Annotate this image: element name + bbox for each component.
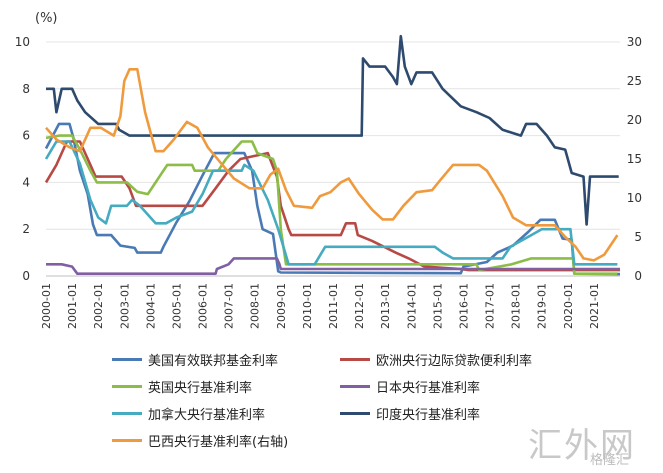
x-tick-label: 2021-01 <box>588 283 601 329</box>
left-tick-label: 10 <box>15 35 30 49</box>
legend-label: 日本央行基准利率 <box>376 381 481 396</box>
legend-item: 印度央行基准利率 <box>340 404 480 423</box>
axes: 0 2 4 6 8 10 0 5 10 15 20 25 30 2000-01 2001-01 2002-01… <box>15 35 642 329</box>
right-tick-label: 15 <box>627 152 642 166</box>
grid-lines <box>46 41 620 277</box>
legend-item: 日本央行基准利率 <box>340 377 480 396</box>
legend-label: 加拿大央行基准利率 <box>148 408 266 423</box>
x-tick-label: 2008-01 <box>249 283 262 329</box>
right-tick-label: 20 <box>627 113 642 127</box>
legend-swatch <box>112 358 142 361</box>
series-layer <box>44 34 621 276</box>
x-tick-label: 2010-01 <box>301 283 314 329</box>
unit-label: (%) <box>35 11 58 26</box>
series-line-2 <box>44 140 620 272</box>
x-tick-label: 2016-01 <box>457 283 470 329</box>
x-tick-label: 2004-01 <box>144 283 157 329</box>
legend-label: 英国央行基准利率 <box>148 381 253 396</box>
x-tick-label: 2005-01 <box>170 283 183 329</box>
left-tick-label: 4 <box>22 175 30 189</box>
x-tick-label: 2001-01 <box>66 283 79 329</box>
right-tick-label: 5 <box>634 230 642 244</box>
right-tick-label: 0 <box>634 269 642 283</box>
x-tick-label: 2000-01 <box>40 283 53 329</box>
series-line-4 <box>46 257 620 275</box>
series-line-6 <box>46 34 619 226</box>
left-tick-label: 8 <box>22 82 30 96</box>
left-tick-label: 0 <box>22 269 30 283</box>
right-tick-label: 10 <box>627 191 642 205</box>
x-tick-label: 2012-01 <box>353 283 366 329</box>
legend-item: 欧洲央行边际贷款便利利率 <box>340 350 532 369</box>
series-line-7 <box>45 68 619 262</box>
right-tick-label: 30 <box>627 35 642 49</box>
x-tick-label: 2014-01 <box>405 283 418 329</box>
left-tick-label: 2 <box>22 222 30 236</box>
x-tick-label: 2011-01 <box>327 283 340 329</box>
right-tick-label: 25 <box>627 74 642 88</box>
x-tick-label: 2002-01 <box>92 283 105 329</box>
legend-label: 巴西央行基准利率(右轴) <box>148 435 289 450</box>
x-tick-label: 2009-01 <box>275 283 288 329</box>
legend-label: 欧洲央行边际贷款便利利率 <box>376 354 533 369</box>
series-line-5 <box>44 140 618 266</box>
x-tick-label: 2017-01 <box>484 283 497 329</box>
legend-swatch <box>112 439 142 442</box>
legend-label: 美国有效联邦基金利率 <box>148 354 279 369</box>
watermark-source: 格隆汇 <box>590 453 630 468</box>
series-line-3 <box>45 134 618 275</box>
x-tick-label: 2019-01 <box>536 283 549 329</box>
series-line-1 <box>44 122 621 276</box>
legend-item: 加拿大央行基准利率 <box>112 404 265 423</box>
legend-swatch <box>112 385 142 388</box>
left-tick-label: 6 <box>22 129 30 143</box>
legend-swatch <box>340 358 370 361</box>
legend-item: 巴西央行基准利率(右轴) <box>112 431 288 450</box>
legend-swatch <box>340 412 370 415</box>
legend-item: 美国有效联邦基金利率 <box>112 350 278 369</box>
legend-label: 印度央行基准利率 <box>376 408 481 423</box>
chart-canvas: 0 2 4 6 8 10 0 5 10 15 20 25 30 2000-01 2001-01 2002-01… <box>15 11 642 329</box>
x-tick-label: 2006-01 <box>197 283 210 329</box>
x-tick-label: 2018-01 <box>510 283 523 329</box>
x-tick-label: 2020-01 <box>562 283 575 329</box>
x-tick-label: 2007-01 <box>223 283 236 329</box>
legend-swatch <box>112 412 142 415</box>
x-tick-label: 2015-01 <box>431 283 444 329</box>
legend-swatch <box>340 385 370 388</box>
legend-item: 英国央行基准利率 <box>112 377 252 396</box>
x-tick-label: 2013-01 <box>379 283 392 329</box>
watermark-main: 汇外网 <box>528 426 636 466</box>
x-tick-label: 2003-01 <box>118 283 131 329</box>
